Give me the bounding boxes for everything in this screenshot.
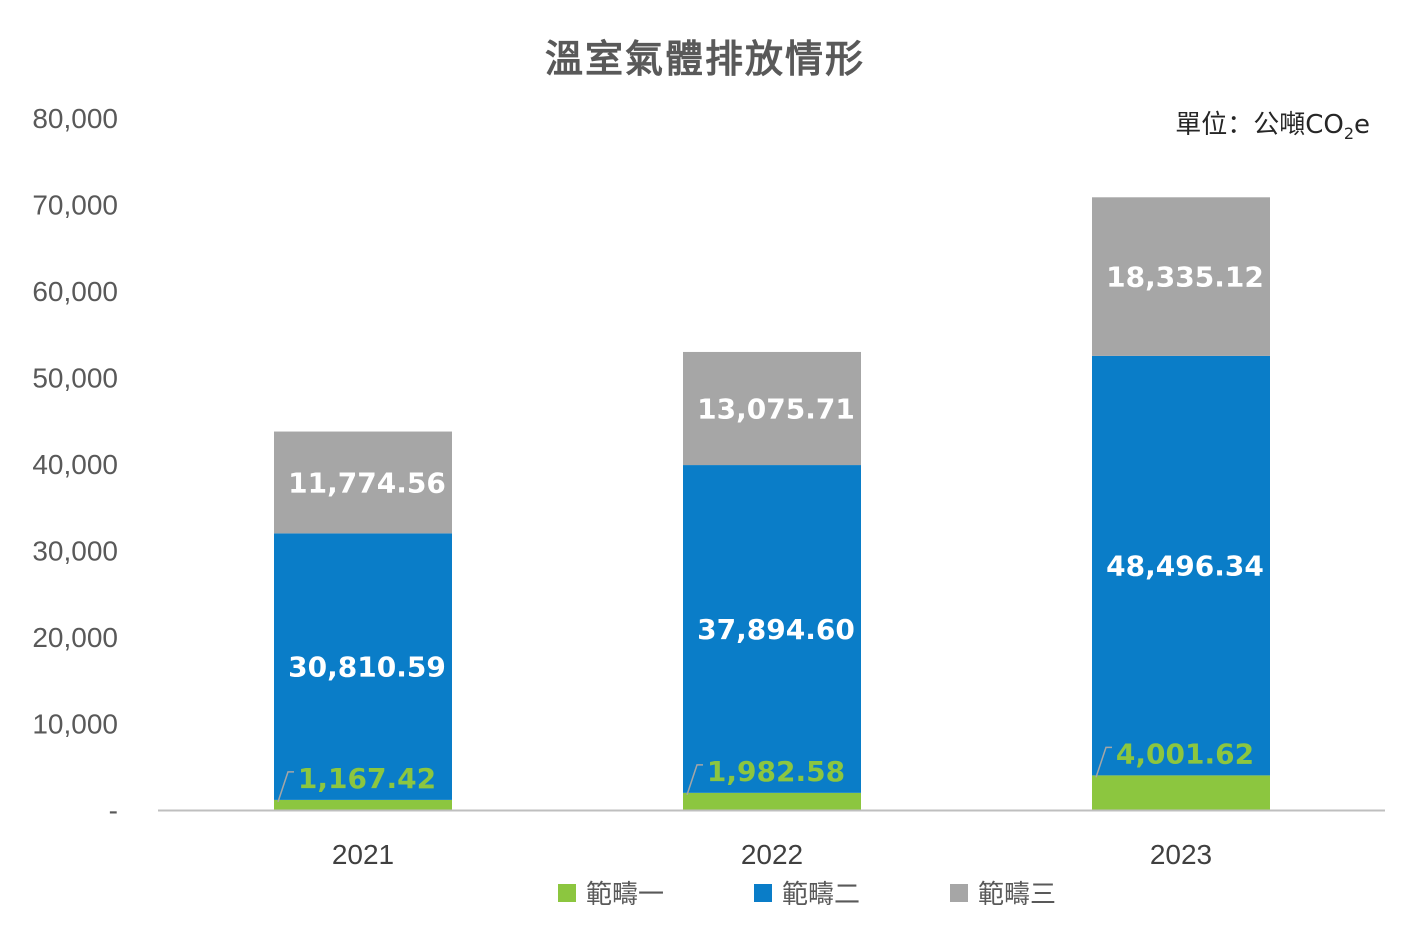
unit-label: 單位：公噸CO2e xyxy=(1175,110,1370,144)
data-label-scope3-2023: 18,335.12 xyxy=(1106,261,1264,294)
chart-legend: 範疇一 範疇二 範疇三 xyxy=(0,874,1410,914)
bar-scope2-2023 xyxy=(1092,355,1270,776)
bar-scope3-2023 xyxy=(1092,197,1270,356)
bar-scope3-2021 xyxy=(274,431,452,534)
data-label-scope2-2022: 37,894.60 xyxy=(697,613,855,646)
y-tick-label: 20,000 xyxy=(32,622,118,653)
bar-scope2-2021 xyxy=(274,533,452,800)
y-tick-label: 30,000 xyxy=(32,536,118,567)
data-label-scope1-2023: 4,001.62 xyxy=(1116,737,1254,770)
legend-label-scope3: 範疇三 xyxy=(978,880,1057,910)
leader-line-2023 xyxy=(1095,746,1112,778)
y-tick-label: - xyxy=(109,795,118,826)
bar-scope1-2022 xyxy=(683,792,861,810)
bar-scope2-2022 xyxy=(683,465,861,793)
y-tick-label: 10,000 xyxy=(32,709,118,740)
leader-line-2022 xyxy=(686,764,703,796)
x-tick-label: 2022 xyxy=(741,839,803,870)
data-label-scope2-2021: 30,810.59 xyxy=(288,651,446,684)
legend-label-scope2: 範疇二 xyxy=(782,880,861,910)
data-label-scope1-2021: 1,167.42 xyxy=(298,762,436,795)
data-label-scope1-2022: 1,982.58 xyxy=(707,755,845,788)
y-tick-label: 50,000 xyxy=(32,363,118,394)
chart-title: 溫室氣體排放情形 xyxy=(544,37,865,81)
legend-item-scope3: 範疇三 xyxy=(950,874,1056,911)
legend-swatch-scope2 xyxy=(754,883,772,902)
x-tick-label: 2021 xyxy=(332,839,394,870)
legend-label-scope1: 範疇一 xyxy=(586,880,665,910)
data-label-scope3-2021: 11,774.56 xyxy=(288,466,446,499)
leader-line-2021 xyxy=(277,771,294,803)
y-tick-label: 70,000 xyxy=(32,190,118,221)
legend-swatch-scope1 xyxy=(558,883,576,902)
bar-scope1-2023 xyxy=(1092,775,1270,810)
legend-item-scope2: 範疇二 xyxy=(754,874,860,911)
bar-scope1-2021 xyxy=(274,799,452,810)
y-tick-label: 80,000 xyxy=(32,103,118,134)
data-label-scope2-2023: 48,496.34 xyxy=(1106,550,1264,583)
legend-swatch-scope3 xyxy=(950,883,968,902)
y-tick-label: 60,000 xyxy=(32,276,118,307)
legend-item-scope1: 範疇一 xyxy=(558,874,664,911)
x-tick-label: 2023 xyxy=(1150,839,1212,870)
y-tick-label: 40,000 xyxy=(32,449,118,480)
data-label-scope3-2022: 13,075.71 xyxy=(697,393,855,426)
bar-scope3-2022 xyxy=(683,351,861,466)
